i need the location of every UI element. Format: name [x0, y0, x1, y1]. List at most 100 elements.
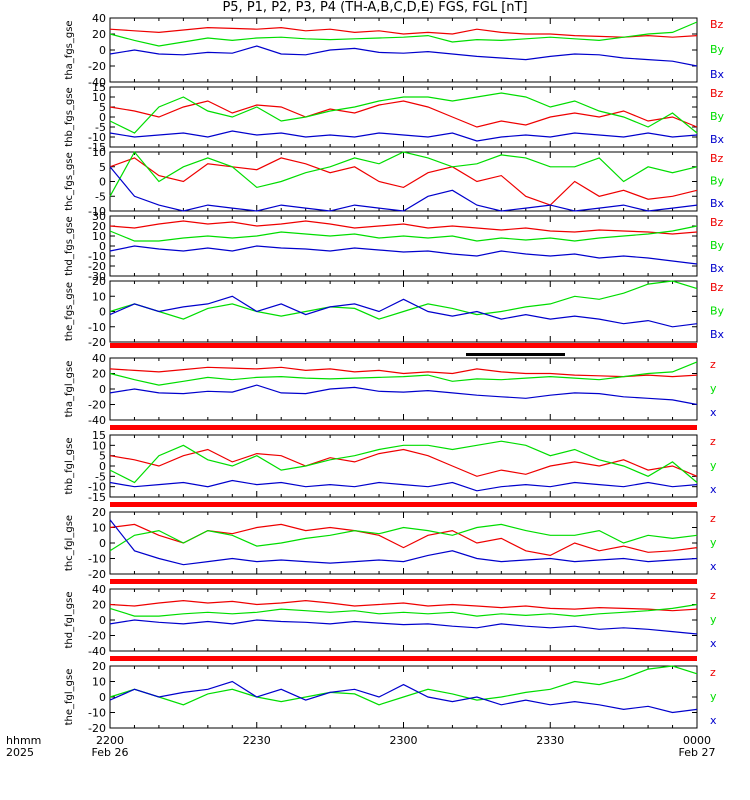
y-tick-label-6-0: 15	[92, 429, 106, 442]
y-tick-label-8-3: -20	[88, 630, 106, 643]
y-tick-label-9-0: 20	[92, 660, 106, 673]
legend-z-8: z	[710, 589, 716, 602]
y-tick-label-6-5: -10	[88, 481, 106, 494]
separator-bar-2	[110, 502, 697, 507]
series-y-9	[109, 665, 698, 706]
y-tick-label-8-0: 40	[92, 583, 106, 596]
panel-ylabel-2: thc_fgs_gse	[64, 152, 75, 211]
y-tick-label-0-0: 40	[92, 12, 106, 25]
series-Bx-4	[109, 295, 698, 328]
series-x-5	[109, 384, 698, 406]
chart-title: P5, P1, P2, P3, P4 (TH-A,B,C,D,E) FGS, F…	[222, 0, 528, 15]
separator-bar-3	[110, 579, 697, 584]
series-Bx-3	[109, 245, 698, 265]
series-y-5	[109, 361, 698, 386]
panel-ylabel-5: tha_fgl_gse	[64, 361, 75, 418]
y-tick-label-4-1: 10	[92, 290, 106, 303]
legend-z-7: z	[710, 512, 716, 525]
series-y-8	[109, 603, 698, 617]
y-tick-label-8-1: 20	[92, 599, 106, 612]
series-x-6	[109, 479, 698, 492]
y-tick-label-7-3: -10	[88, 553, 106, 566]
y-tick-label-8-2: 0	[99, 614, 106, 627]
panel-ylabel-6: thb_fgl_gse	[64, 438, 75, 495]
series-Bz-3	[109, 220, 698, 235]
x-tick-label-4: 0000	[683, 734, 711, 747]
legend-Bx-3: Bx	[710, 262, 725, 275]
legend-Bx-2: Bx	[710, 197, 725, 210]
y-tick-label-2-3: -5	[95, 190, 106, 203]
legend-x-9: x	[710, 714, 717, 727]
panel-ylabel-7: thc_fgl_gse	[64, 515, 75, 571]
legend-Bz-4: Bz	[710, 281, 724, 294]
separator-bar-0	[110, 343, 697, 348]
panel-frame-8	[109, 588, 698, 652]
legend-Bx-4: Bx	[710, 328, 725, 341]
x-tick-label-1: 2230	[243, 734, 271, 747]
y-tick-label-7-2: 0	[99, 537, 106, 550]
y-tick-label-0-3: -20	[88, 60, 106, 73]
y-tick-label-3-1: 20	[92, 220, 106, 233]
y-tick-label-2-2: 0	[99, 176, 106, 189]
time-axis-row-label-1: hhmm	[6, 734, 41, 747]
y-tick-label-1-6: -15	[88, 141, 106, 154]
y-tick-label-3-3: 0	[99, 240, 106, 253]
y-tick-label-2-4: -10	[88, 205, 106, 218]
legend-y-8: y	[710, 613, 717, 626]
panel-ylabel-1: thb_fgs_gse	[64, 87, 75, 146]
y-tick-label-6-4: -5	[95, 470, 106, 483]
series-z-6	[109, 448, 698, 477]
x-tick-label-0: 2200	[96, 734, 124, 747]
y-tick-label-1-0: 15	[92, 81, 106, 94]
legend-Bx-1: Bx	[710, 133, 725, 146]
series-Bx-0	[109, 45, 698, 67]
panel-ylabel-0: tha_fgs_gse	[64, 20, 75, 79]
legend-By-0: By	[710, 43, 725, 56]
coverage-marker	[466, 353, 565, 356]
legend-Bz-2: Bz	[710, 152, 724, 165]
y-tick-label-3-6: -30	[88, 270, 106, 283]
y-tick-label-4-4: -20	[88, 336, 106, 349]
series-Bx-2	[109, 166, 698, 212]
legend-y-6: y	[710, 459, 717, 472]
legend-By-2: By	[710, 175, 725, 188]
y-tick-label-4-3: -10	[88, 321, 106, 334]
series-x-8	[109, 619, 698, 635]
y-tick-label-4-0: 20	[92, 275, 106, 288]
y-tick-label-1-5: -10	[88, 131, 106, 144]
y-tick-label-3-5: -20	[88, 260, 106, 273]
legend-x-6: x	[710, 483, 717, 496]
legend-x-7: x	[710, 560, 717, 573]
legend-Bz-0: Bz	[710, 18, 724, 31]
y-tick-label-2-0: 10	[92, 146, 106, 159]
series-z-7	[109, 523, 698, 557]
legend-y-5: y	[710, 382, 717, 395]
y-tick-label-0-1: 20	[92, 28, 106, 41]
legend-Bz-3: Bz	[710, 216, 724, 229]
y-tick-label-4-2: 0	[99, 306, 106, 319]
y-tick-label-5-2: 0	[99, 383, 106, 396]
y-tick-label-0-2: 0	[99, 44, 106, 57]
y-tick-label-1-1: 10	[92, 91, 106, 104]
separator-bar-1	[110, 425, 697, 430]
y-tick-label-0-4: -40	[88, 76, 106, 89]
series-x-7	[109, 519, 698, 566]
panel-ylabel-9: the_fgl_gse	[64, 669, 75, 726]
y-tick-label-1-3: 0	[99, 111, 106, 124]
legend-z-5: z	[710, 358, 716, 371]
y-tick-label-6-1: 10	[92, 439, 106, 452]
y-tick-label-9-4: -20	[88, 722, 106, 735]
x-tick-label-2: 2300	[390, 734, 418, 747]
series-x-9	[109, 680, 698, 714]
y-tick-label-3-4: -10	[88, 250, 106, 263]
legend-By-3: By	[710, 239, 725, 252]
y-tick-label-1-4: -5	[95, 121, 106, 134]
legend-x-5: x	[710, 406, 717, 419]
legend-By-4: By	[710, 305, 725, 318]
panel-frame-1	[109, 86, 698, 148]
series-y-7	[109, 523, 698, 552]
y-tick-label-7-4: -20	[88, 568, 106, 581]
series-By-0	[109, 21, 698, 47]
y-tick-label-6-3: 0	[99, 460, 106, 473]
